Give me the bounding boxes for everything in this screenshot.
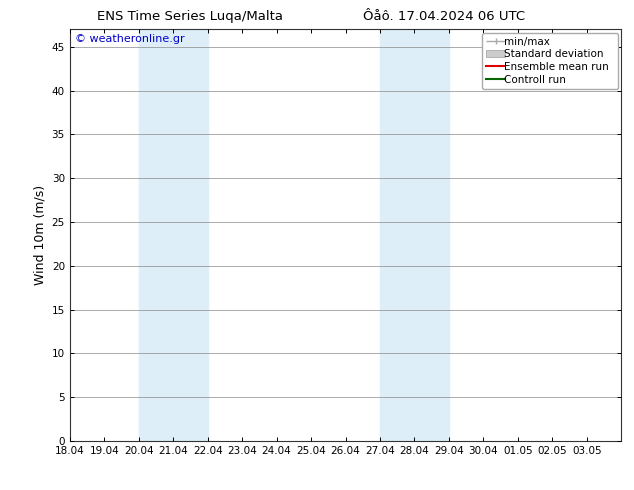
Y-axis label: Wind 10m (m/s): Wind 10m (m/s) (33, 185, 46, 285)
Bar (380, 29, 449, 441)
Legend: min/max, Standard deviation, Ensemble mean run, Controll run: min/max, Standard deviation, Ensemble me… (482, 32, 618, 89)
Text: Ôåô. 17.04.2024 06 UTC: Ôåô. 17.04.2024 06 UTC (363, 10, 525, 23)
Text: ENS Time Series Luqa/Malta: ENS Time Series Luqa/Malta (97, 10, 283, 23)
Bar (139, 29, 207, 441)
Text: © weatheronline.gr: © weatheronline.gr (75, 33, 185, 44)
